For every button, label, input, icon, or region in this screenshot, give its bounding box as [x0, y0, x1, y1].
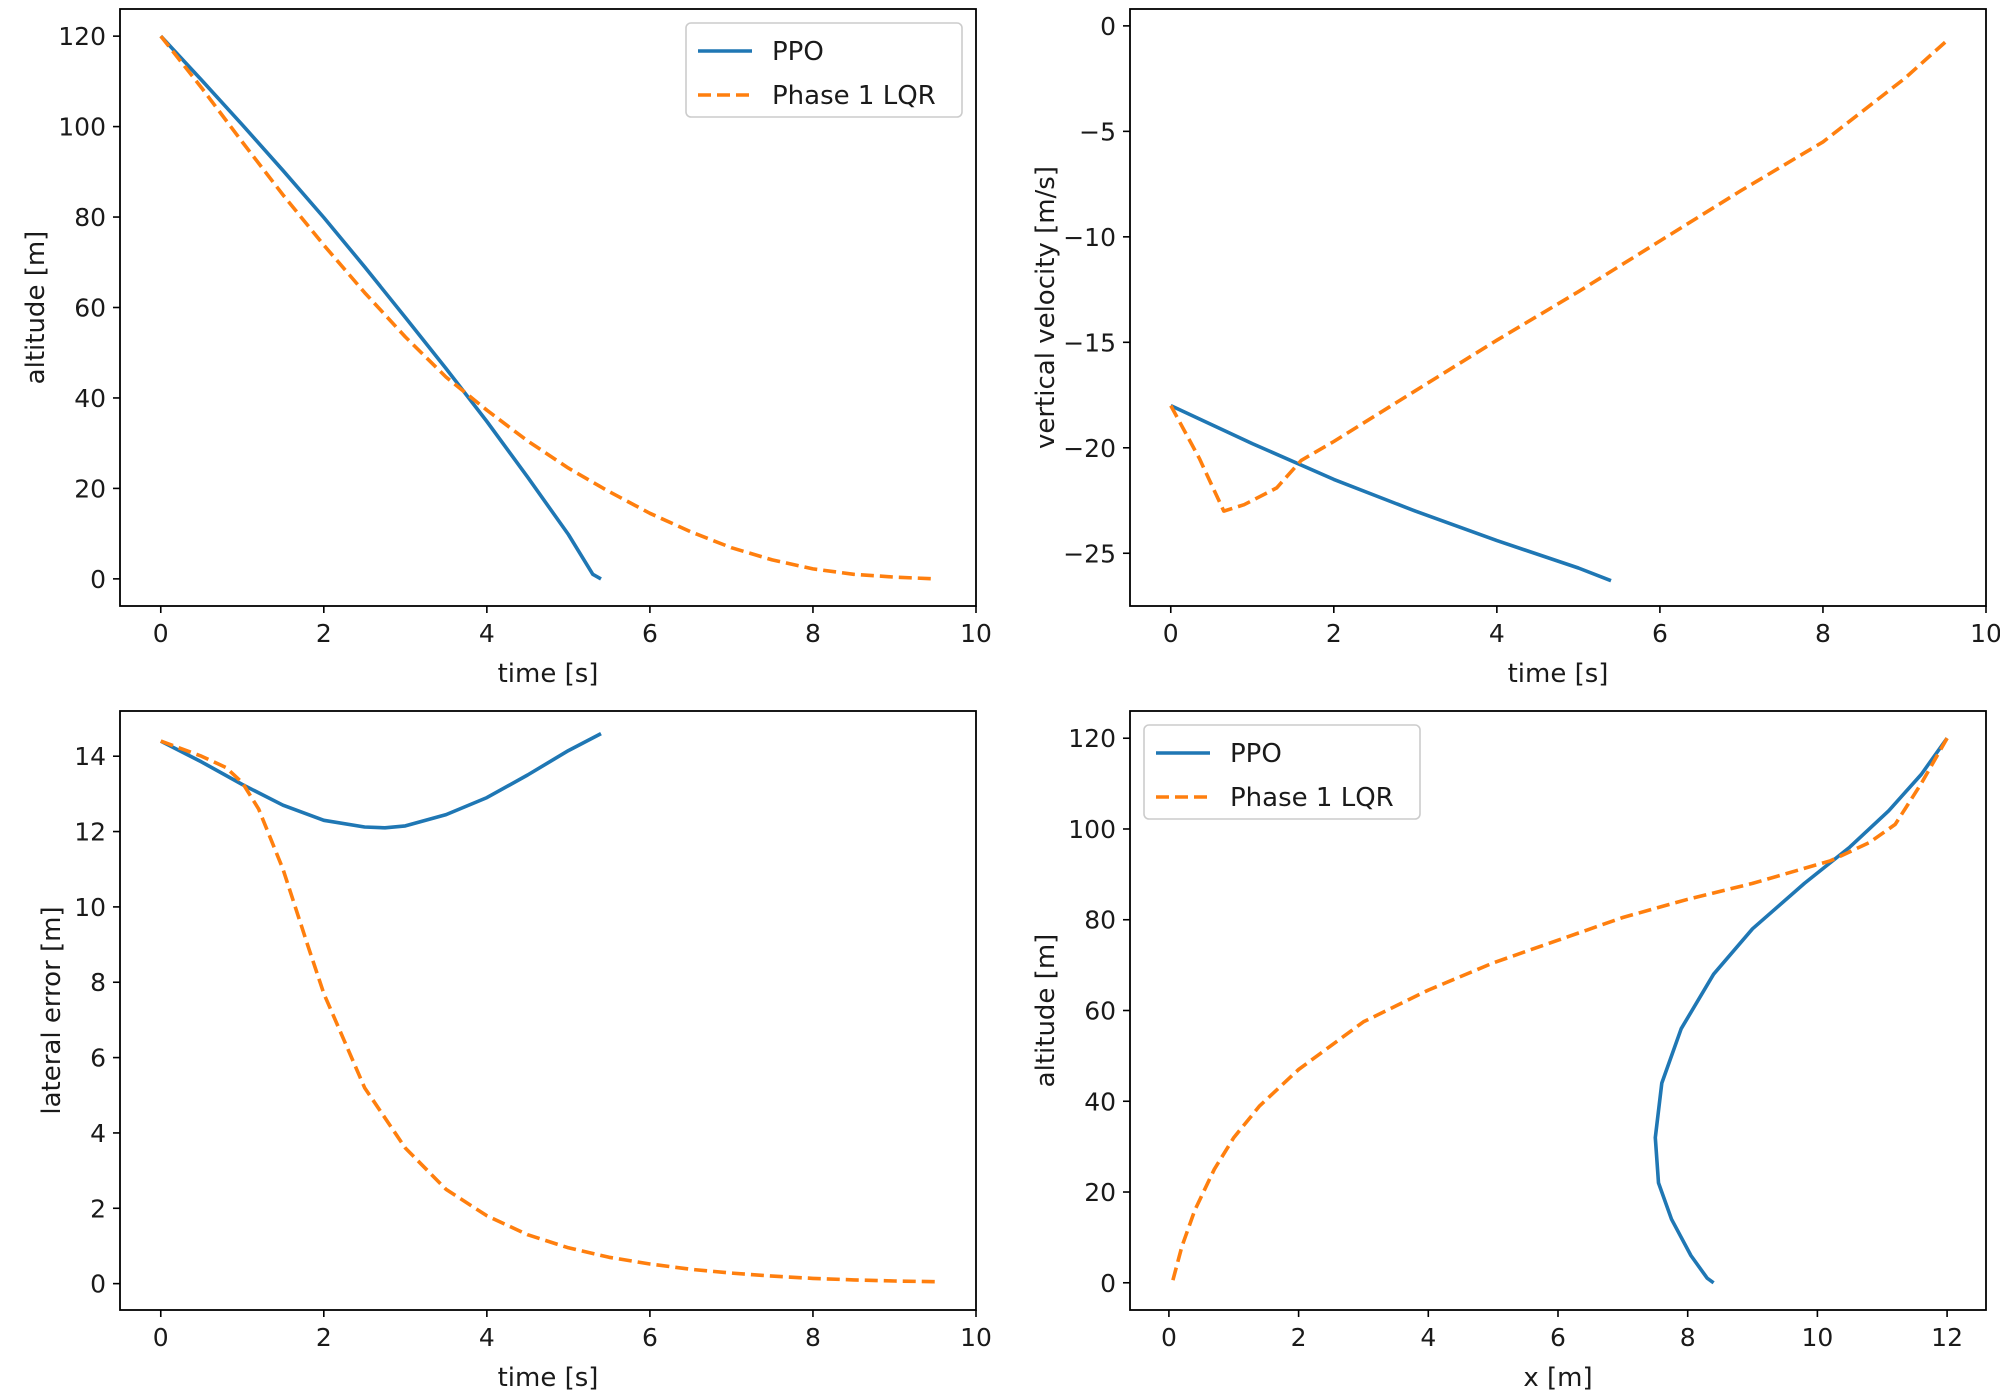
y-tick-label: 100 [58, 113, 106, 142]
legend-frame [685, 22, 963, 118]
x-tick-label: 8 [805, 619, 821, 648]
y-axis-label: vertical velocity [m/s] [1031, 166, 1061, 449]
x-tick-label: 4 [1420, 1323, 1436, 1352]
axes-frame [119, 710, 977, 1311]
x-axis-label: x [m] [1523, 1363, 1592, 1393]
y-tick-label: 20 [1084, 1178, 1116, 1207]
y-tick-label: 100 [1068, 815, 1116, 844]
y-tick-label: 20 [74, 474, 106, 503]
y-tick-label: −20 [1063, 434, 1116, 463]
y-tick-label: 2 [90, 1194, 106, 1223]
x-tick-label: 10 [960, 1323, 992, 1352]
y-axis-label: altitude [m] [1031, 934, 1061, 1088]
y-tick-label: 60 [1084, 997, 1116, 1026]
x-axis-label: time [s] [498, 1363, 599, 1393]
y-tick-label: −25 [1063, 539, 1116, 568]
series-phase1-lqr-line [1170, 737, 1949, 1284]
y-tick-label: 0 [1100, 12, 1116, 41]
y-tick-label: 14 [74, 742, 106, 771]
x-axis-label: time [s] [1508, 659, 1609, 689]
series-phase1-lqr-line [1169, 37, 1951, 513]
legend: PPO Phase 1 LQR [1143, 724, 1421, 820]
legend-label-phase1-lqr: Phase 1 LQR [772, 81, 936, 111]
series-ppo-line [1653, 737, 1949, 1285]
x-tick-label: 12 [1931, 1323, 1963, 1352]
x-tick-label: 8 [1815, 619, 1831, 648]
legend-label-phase1-lqr: Phase 1 LQR [1230, 783, 1394, 813]
y-axis-label: altitude [m] [21, 231, 51, 385]
y-tick-label: 80 [1084, 906, 1116, 935]
x-tick-label: 6 [642, 619, 658, 648]
y-tick-label: 120 [58, 22, 106, 51]
legend-label-ppo: PPO [772, 37, 824, 67]
y-tick-label: −15 [1063, 328, 1116, 357]
y-tick-label: 6 [90, 1044, 106, 1073]
x-axis-label: time [s] [498, 659, 599, 689]
y-tick-label: 8 [90, 968, 106, 997]
x-tick-label: 2 [316, 619, 332, 648]
y-tick-label: 12 [74, 818, 106, 847]
x-tick-label: 0 [153, 619, 169, 648]
series-phase1-lqr-line [159, 34, 936, 581]
x-tick-label: 2 [316, 1323, 332, 1352]
series-phase1-lqr-line [160, 739, 936, 1284]
x-tick-label: 10 [960, 619, 992, 648]
y-tick-label: 10 [74, 893, 106, 922]
legend-label-ppo: PPO [1230, 739, 1282, 769]
x-tick-label: 4 [479, 619, 495, 648]
y-tick-label: −10 [1063, 223, 1116, 252]
y-tick-label: 0 [90, 1270, 106, 1299]
x-tick-label: 4 [1489, 619, 1505, 648]
x-tick-label: 10 [1801, 1323, 1833, 1352]
x-tick-label: 10 [1970, 619, 2000, 648]
y-tick-label: 40 [1084, 1087, 1116, 1116]
legend-frame [1143, 724, 1421, 820]
x-tick-label: 6 [642, 1323, 658, 1352]
legend: PPO Phase 1 LQR [685, 22, 963, 118]
series-ppo-line [159, 34, 602, 581]
x-tick-label: 0 [153, 1323, 169, 1352]
series-ppo-line [1170, 403, 1612, 583]
x-tick-label: 2 [1291, 1323, 1307, 1352]
x-tick-label: 0 [1163, 619, 1179, 648]
chart-lateral-error-vs-time: 0 2 4 6 8 10 0 2 4 6 8 10 12 14 time [s] lateral error … [37, 710, 992, 1393]
chart-vertical-velocity-vs-time: 0 2 4 6 8 10 0 −5 −10 −15 −20 −25 time [s] vertical v… [1031, 8, 2000, 689]
y-tick-label: 60 [74, 294, 106, 323]
y-tick-label: 4 [90, 1119, 106, 1148]
y-tick-label: 120 [1068, 724, 1116, 753]
x-tick-label: 6 [1652, 619, 1668, 648]
x-tick-label: 0 [1161, 1323, 1177, 1352]
y-tick-label: 80 [74, 203, 106, 232]
x-tick-label: 2 [1326, 619, 1342, 648]
x-tick-label: 6 [1550, 1323, 1566, 1352]
y-axis-label: lateral error [m] [37, 906, 67, 1114]
x-tick-label: 4 [479, 1323, 495, 1352]
y-tick-label: 0 [90, 565, 106, 594]
x-tick-label: 8 [805, 1323, 821, 1352]
y-tick-label: 40 [74, 384, 106, 413]
x-tick-label: 8 [1680, 1323, 1696, 1352]
axes-frame [1129, 8, 1987, 607]
y-tick-label: 0 [1100, 1269, 1116, 1298]
series-ppo-line [159, 732, 602, 830]
y-tick-label: −5 [1079, 117, 1116, 146]
